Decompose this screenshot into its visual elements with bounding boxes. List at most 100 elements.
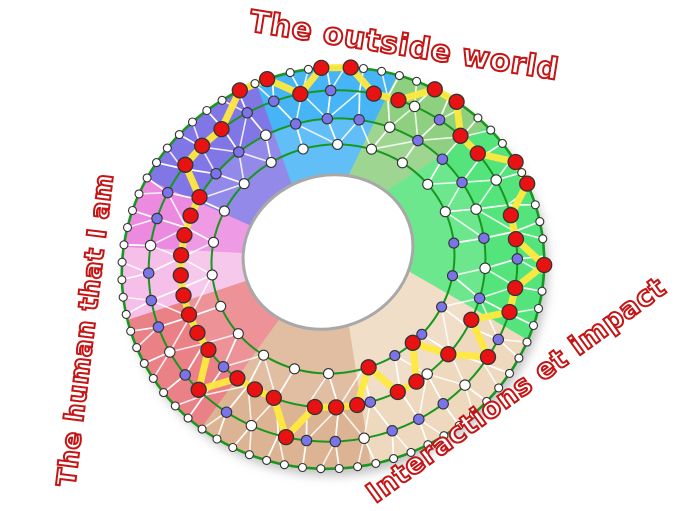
- border-node: [473, 113, 483, 123]
- border-node: [423, 440, 433, 450]
- path-node-red: [469, 145, 486, 162]
- progress-path: [177, 64, 548, 441]
- ring2-node: [233, 146, 245, 158]
- border-node: [353, 462, 363, 472]
- border-node: [533, 303, 544, 314]
- ring2-node: [210, 167, 222, 180]
- border-node: [187, 117, 198, 127]
- ring1-node: [161, 186, 174, 199]
- border-node: [127, 205, 138, 216]
- ring3-node: [331, 138, 344, 150]
- ring2-node: [412, 134, 424, 147]
- ring1-node: [144, 239, 157, 252]
- web-line: [444, 211, 485, 239]
- web-line: [363, 401, 372, 439]
- path-node-red: [172, 247, 190, 264]
- border-node: [482, 396, 492, 406]
- ring1-node: [386, 425, 398, 437]
- ring2-node: [421, 368, 433, 380]
- path-node-red: [502, 207, 520, 224]
- inner-lighten: [180, 118, 486, 408]
- path-node-red: [389, 383, 406, 401]
- web-line: [369, 401, 393, 432]
- web-line: [222, 333, 240, 368]
- ring3-node: [288, 363, 301, 375]
- web-line: [265, 434, 279, 461]
- border-node: [132, 343, 142, 353]
- ring1-node: [511, 253, 524, 265]
- ring3-node: [422, 178, 434, 190]
- border-node: [212, 434, 222, 444]
- border-node: [217, 95, 227, 105]
- path-node-red: [440, 346, 457, 363]
- ring1-node: [245, 419, 258, 432]
- web-line: [326, 90, 361, 120]
- ring1-node: [433, 114, 446, 126]
- ring2-node: [353, 114, 365, 126]
- nodes: [117, 59, 553, 474]
- border-node: [262, 455, 272, 465]
- path-node-red: [175, 287, 192, 304]
- path-node-red: [306, 398, 323, 416]
- path-node-red: [176, 226, 193, 244]
- path-node-red: [327, 399, 345, 416]
- ring1-node: [358, 432, 370, 445]
- path-node-red: [448, 93, 465, 110]
- path-node-red: [501, 303, 518, 321]
- border-node: [439, 431, 449, 441]
- path-node-red: [190, 381, 207, 398]
- path-node-red: [426, 81, 443, 98]
- border-node: [183, 413, 193, 423]
- outer-ring-line: [120, 65, 546, 471]
- border-node: [117, 257, 127, 267]
- web-line: [475, 179, 497, 210]
- ring1-node: [300, 434, 313, 447]
- web-line: [426, 373, 466, 386]
- border-node: [358, 63, 369, 74]
- path-node-red: [229, 370, 246, 387]
- path-node-red: [213, 120, 230, 138]
- ring2-node: [473, 292, 486, 305]
- border-node: [285, 68, 295, 78]
- ring3-node: [218, 205, 230, 217]
- ring2-node: [479, 262, 491, 275]
- path-node-red: [390, 91, 407, 109]
- border-node: [334, 463, 344, 474]
- ring1-node: [151, 212, 163, 225]
- border-node: [122, 222, 133, 233]
- web-line: [169, 316, 191, 353]
- ring3-node: [207, 236, 220, 248]
- ring1-node: [413, 413, 425, 425]
- ring2-node: [217, 361, 230, 373]
- border-node: [454, 420, 464, 431]
- ring1-node: [142, 267, 155, 279]
- web-line: [441, 297, 480, 308]
- border-node: [504, 368, 515, 378]
- web-line: [475, 208, 516, 233]
- border-node: [174, 130, 184, 140]
- border-node: [151, 158, 162, 168]
- border-node: [148, 373, 158, 383]
- border-node: [316, 464, 326, 474]
- border-node: [118, 292, 128, 302]
- border-node: [119, 240, 129, 250]
- border-node: [250, 79, 260, 89]
- border-node: [528, 320, 539, 331]
- ring3-node: [436, 301, 448, 313]
- ring2-node: [436, 153, 449, 165]
- path-node-red: [180, 306, 198, 323]
- path-node-red: [313, 59, 330, 77]
- border-node: [406, 447, 416, 457]
- border-node: [535, 217, 545, 227]
- ring1-node: [164, 346, 176, 358]
- border-node: [530, 200, 540, 210]
- ring2-node: [364, 396, 377, 408]
- border-node: [497, 138, 507, 148]
- border-node: [162, 143, 172, 153]
- ring1-node: [324, 84, 337, 97]
- ring2-node: [470, 203, 482, 215]
- path-node-red: [349, 396, 366, 414]
- web-line: [482, 363, 500, 389]
- path-node-red: [193, 137, 211, 154]
- border-node: [244, 450, 254, 460]
